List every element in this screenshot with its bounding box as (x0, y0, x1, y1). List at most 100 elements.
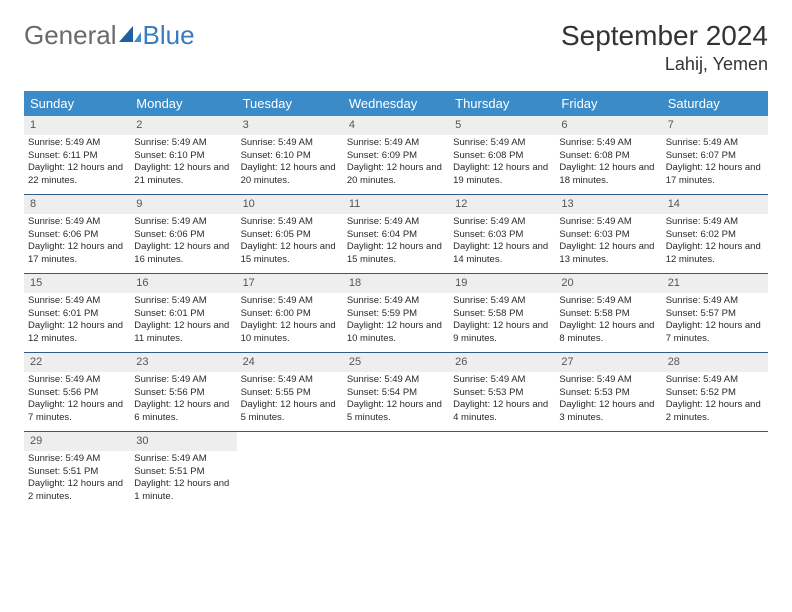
day-number: 25 (343, 353, 449, 372)
daylight-text: Daylight: 12 hours and 19 minutes. (453, 162, 551, 188)
day-cell: 5 Sunrise: 5:49 AMSunset: 6:08 PMDaylight… (449, 116, 555, 194)
day-cell: 27Sunrise: 5:49 AMSunset: 5:53 PMDayligh… (555, 353, 661, 431)
day-cell: 22 Sunrise: 5:49 AMSunset: 5:56 PMDayligh… (24, 353, 130, 431)
day-number: 16 (130, 274, 236, 293)
day-cell: 30Sunrise: 5:49 AMSunset: 5:51 PMDayligh… (130, 432, 236, 510)
day-info: Sunrise: 5:49 AMSunset: 5:56 PMDaylight:… (24, 374, 130, 429)
day-number: 12 (449, 195, 555, 214)
day-info: Sunrise: 5:49 AMSunset: 6:06 PMDaylight:… (130, 216, 236, 271)
sunset-text: Sunset: 6:00 PM (241, 308, 339, 321)
sunset-text: Sunset: 6:08 PM (453, 150, 551, 163)
sunset-text: Sunset: 5:55 PM (241, 387, 339, 400)
day-number: 6 (555, 116, 661, 135)
weekday-header-row: Sunday Monday Tuesday Wednesday Thursday… (24, 91, 768, 116)
day-info: Sunrise: 5:49 AMSunset: 5:51 PMDaylight:… (24, 453, 130, 508)
sunrise-text: Sunrise: 5:49 AM (666, 374, 764, 387)
week-row: 22Sunrise: 5:49 AMSunset: 5:56 PMDayligh… (24, 353, 768, 432)
weekday-thursday: Thursday (449, 91, 555, 116)
day-number: 26 (449, 353, 555, 372)
weekday-wednesday: Wednesday (343, 91, 449, 116)
sunset-text: Sunset: 5:58 PM (559, 308, 657, 321)
day-info: Sunrise: 5:49 AMSunset: 6:08 PMDaylight:… (555, 137, 661, 192)
day-info: Sunrise: 5:49 AMSunset: 6:10 PMDaylight:… (237, 137, 343, 192)
day-info: Sunrise: 5:49 AMSunset: 6:00 PMDaylight:… (237, 295, 343, 350)
day-info: Sunrise: 5:49 AMSunset: 5:58 PMDaylight:… (555, 295, 661, 350)
day-number: 20 (555, 274, 661, 293)
sunset-text: Sunset: 6:06 PM (28, 229, 126, 242)
day-number: 30 (130, 432, 236, 451)
day-info: Sunrise: 5:49 AMSunset: 6:03 PMDaylight:… (449, 216, 555, 271)
daylight-text: Daylight: 12 hours and 12 minutes. (666, 241, 764, 267)
sunset-text: Sunset: 5:59 PM (347, 308, 445, 321)
empty-cell (449, 432, 555, 510)
empty-cell (555, 432, 661, 510)
weekday-monday: Monday (130, 91, 236, 116)
daylight-text: Daylight: 12 hours and 15 minutes. (347, 241, 445, 267)
sunrise-text: Sunrise: 5:49 AM (453, 137, 551, 150)
sunset-text: Sunset: 5:56 PM (134, 387, 232, 400)
day-cell: 8Sunrise: 5:49 AMSunset: 6:06 PMDaylight… (24, 195, 130, 273)
day-number: 13 (555, 195, 661, 214)
sunrise-text: Sunrise: 5:49 AM (134, 137, 232, 150)
sunrise-text: Sunrise: 5:49 AM (559, 137, 657, 150)
logo-sail-icon (119, 20, 141, 51)
day-number: 22 (24, 353, 130, 372)
daylight-text: Daylight: 12 hours and 16 minutes. (134, 241, 232, 267)
daylight-text: Daylight: 12 hours and 9 minutes. (453, 320, 551, 346)
daylight-text: Daylight: 12 hours and 20 minutes. (241, 162, 339, 188)
day-cell: 2Sunrise: 5:49 AMSunset: 6:10 PMDaylight… (130, 116, 236, 194)
day-cell: 17Sunrise: 5:49 AMSunset: 6:00 PMDayligh… (237, 274, 343, 352)
day-cell: 11Sunrise: 5:49 AMSunset: 6:04 PMDayligh… (343, 195, 449, 273)
sunset-text: Sunset: 6:07 PM (666, 150, 764, 163)
sunset-text: Sunset: 5:51 PM (28, 466, 126, 479)
sunrise-text: Sunrise: 5:49 AM (134, 295, 232, 308)
sunrise-text: Sunrise: 5:49 AM (134, 216, 232, 229)
calendar-grid: 1Sunrise: 5:49 AMSunset: 6:11 PMDaylight… (24, 116, 768, 510)
sunrise-text: Sunrise: 5:49 AM (453, 216, 551, 229)
sunset-text: Sunset: 6:11 PM (28, 150, 126, 163)
sunset-text: Sunset: 6:06 PM (134, 229, 232, 242)
daylight-text: Daylight: 12 hours and 15 minutes. (241, 241, 339, 267)
day-info: Sunrise: 5:49 AMSunset: 6:05 PMDaylight:… (237, 216, 343, 271)
empty-cell (237, 432, 343, 510)
day-number: 9 (130, 195, 236, 214)
sunset-text: Sunset: 6:10 PM (134, 150, 232, 163)
day-info: Sunrise: 5:49 AMSunset: 6:09 PMDaylight:… (343, 137, 449, 192)
day-cell: 1Sunrise: 5:49 AMSunset: 6:11 PMDaylight… (24, 116, 130, 194)
day-info: Sunrise: 5:49 AMSunset: 5:57 PMDaylight:… (662, 295, 768, 350)
day-cell: 25Sunrise: 5:49 AMSunset: 5:54 PMDayligh… (343, 353, 449, 431)
week-row: 15Sunrise: 5:49 AMSunset: 6:01 PMDayligh… (24, 274, 768, 353)
sunset-text: Sunset: 6:04 PM (347, 229, 445, 242)
header: General Blue September 2024 Lahij, Yemen (24, 20, 768, 75)
day-cell: 21Sunrise: 5:49 AMSunset: 5:57 PMDayligh… (662, 274, 768, 352)
location: Lahij, Yemen (561, 54, 768, 75)
daylight-text: Daylight: 12 hours and 2 minutes. (666, 399, 764, 425)
day-cell: 14Sunrise: 5:49 AMSunset: 6:02 PMDayligh… (662, 195, 768, 273)
sunset-text: Sunset: 5:53 PM (559, 387, 657, 400)
sunset-text: Sunset: 5:57 PM (666, 308, 764, 321)
day-cell: 6 Sunrise: 5:49 AMSunset: 6:08 PMDaylight… (555, 116, 661, 194)
day-info: Sunrise: 5:49 AMSunset: 5:56 PMDaylight:… (130, 374, 236, 429)
day-number: 18 (343, 274, 449, 293)
sunrise-text: Sunrise: 5:49 AM (241, 295, 339, 308)
daylight-text: Daylight: 12 hours and 20 minutes. (347, 162, 445, 188)
daylight-text: Daylight: 12 hours and 22 minutes. (28, 162, 126, 188)
daylight-text: Daylight: 12 hours and 21 minutes. (134, 162, 232, 188)
day-info: Sunrise: 5:49 AMSunset: 5:55 PMDaylight:… (237, 374, 343, 429)
day-cell: 12 Sunrise: 5:49 AMSunset: 6:03 PMDayligh… (449, 195, 555, 273)
logo-text-blue: Blue (143, 20, 195, 51)
daylight-text: Daylight: 12 hours and 11 minutes. (134, 320, 232, 346)
sunset-text: Sunset: 6:01 PM (28, 308, 126, 321)
daylight-text: Daylight: 12 hours and 7 minutes. (28, 399, 126, 425)
day-info: Sunrise: 5:49 AMSunset: 6:08 PMDaylight:… (449, 137, 555, 192)
sunrise-text: Sunrise: 5:49 AM (28, 137, 126, 150)
calendar-page: General Blue September 2024 Lahij, Yemen… (0, 0, 792, 530)
daylight-text: Daylight: 12 hours and 3 minutes. (559, 399, 657, 425)
day-number: 28 (662, 353, 768, 372)
week-row: 8Sunrise: 5:49 AMSunset: 6:06 PMDaylight… (24, 195, 768, 274)
day-cell: 9 Sunrise: 5:49 AMSunset: 6:06 PMDaylight… (130, 195, 236, 273)
daylight-text: Daylight: 12 hours and 4 minutes. (453, 399, 551, 425)
empty-cell (343, 432, 449, 510)
day-cell: 18Sunrise: 5:49 AMSunset: 5:59 PMDayligh… (343, 274, 449, 352)
day-number: 5 (449, 116, 555, 135)
